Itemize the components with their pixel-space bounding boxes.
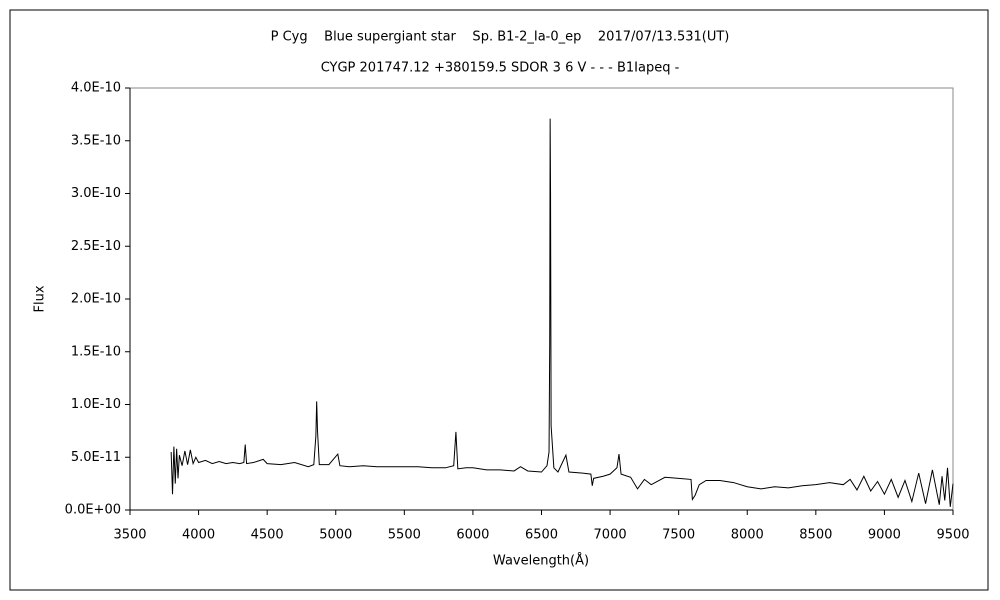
x-tick-label: 7500: [662, 528, 695, 543]
x-tick-label: 3500: [113, 528, 146, 543]
chart-frame: [9, 9, 989, 591]
x-tick-label: 8500: [799, 528, 832, 543]
y-tick-label: 1.0E-10: [71, 397, 121, 412]
x-tick-label: 9500: [936, 528, 969, 543]
x-axis-label: Wavelength(Å): [493, 553, 589, 569]
x-tick-label: 6000: [456, 528, 489, 543]
x-tick-label: 5500: [388, 528, 421, 543]
y-tick-label: 5.0E-11: [71, 450, 121, 465]
chart-title: P Cyg Blue supergiant star Sp. B1-2_Ia-0…: [271, 30, 730, 45]
y-tick-label: 2.0E-10: [71, 292, 121, 307]
y-tick-label: 4.0E-10: [71, 81, 121, 96]
x-tick-label: 7000: [594, 528, 627, 543]
x-tick-label: 5000: [319, 528, 352, 543]
chart-subtitle: CYGP 201747.12 +380159.5 SDOR 3 6 V - - …: [321, 61, 680, 76]
x-tick-label: 4000: [182, 528, 215, 543]
y-tick-label: 3.0E-10: [71, 186, 121, 201]
y-axis-label: Flux: [33, 285, 48, 312]
y-tick-label: 2.5E-10: [71, 239, 121, 254]
x-tick-label: 4500: [251, 528, 284, 543]
x-tick-label: 8000: [731, 528, 764, 543]
x-tick-label: 6500: [525, 528, 558, 543]
y-tick-label: 3.5E-10: [71, 133, 121, 148]
spectrum-line: [170, 118, 954, 507]
y-tick-label: 0.0E+00: [65, 503, 121, 518]
x-tick-label: 9000: [868, 528, 901, 543]
y-tick-label: 1.5E-10: [71, 344, 121, 359]
